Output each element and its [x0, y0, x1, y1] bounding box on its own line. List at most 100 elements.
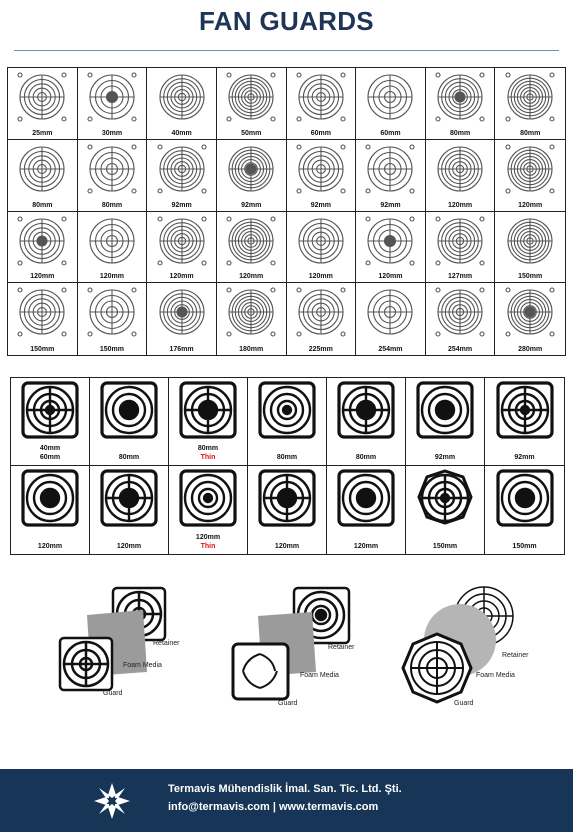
plastic-guard-cell: 120mm Thin	[169, 466, 248, 554]
company-name: Termavis Mühendislik İmal. San. Tic. Ltd…	[168, 783, 402, 795]
size-label: 40mm 60mm	[11, 444, 89, 462]
size-text: 120mm	[353, 543, 379, 550]
size-label: 80mm	[327, 453, 405, 462]
wire-guard-cell: 92mm	[216, 139, 287, 212]
label-foam-media: Foam Media	[123, 662, 162, 669]
wire-guard-cell: 120mm	[77, 211, 148, 284]
size-label: 120mm Thin	[169, 533, 247, 551]
fan-guard-wire-icon	[296, 287, 346, 337]
wire-guard-cell: 120mm	[286, 211, 357, 284]
size-text-2: 60mm	[39, 454, 61, 461]
wire-guard-cell: 25mm	[8, 68, 78, 140]
wire-guard-cell: 150mm	[8, 283, 78, 355]
fan-guard-wire-icon	[296, 72, 346, 122]
fan-guard-wire-icon	[505, 144, 555, 194]
fan-guard-wire-icon	[19, 146, 65, 192]
assembly-square-illustration	[58, 586, 167, 692]
plastic-guard-cell: 92mm	[406, 378, 485, 466]
wire-guard-cell: 150mm	[495, 212, 565, 284]
size-label: 80mm	[101, 201, 123, 209]
fan-guard-plastic-icon	[417, 469, 473, 525]
plastic-guard-cell: 40mm 60mm	[11, 378, 90, 466]
fan-guard-plastic-icon	[495, 469, 554, 527]
fan-guard-wire-icon	[157, 144, 207, 194]
wire-guard-cell: 80mm	[77, 139, 148, 212]
fan-guard-wire-icon	[505, 287, 555, 337]
fan-guard-wire-icon	[17, 287, 67, 337]
assembly-round-guard: Retainer Foam Media Guard	[398, 582, 528, 712]
thin-note: Thin	[200, 454, 216, 461]
plastic-guard-cell: 120mm	[90, 466, 169, 554]
fan-guard-plastic-icon	[337, 469, 395, 527]
size-label: 120mm	[11, 542, 89, 551]
size-text: 92mm	[514, 454, 535, 461]
plastic-guard-cell: 80mm	[327, 378, 406, 466]
size-label: 92mm	[171, 201, 192, 209]
size-label: 120mm	[30, 273, 55, 281]
size-label: 120mm	[169, 273, 194, 281]
size-text: 92mm	[434, 454, 456, 461]
fan-guard-plastic-icon	[21, 381, 79, 439]
size-label: 60mm	[310, 129, 331, 137]
fan-guard-wire-icon	[298, 217, 344, 264]
fan-guard-wire-icon	[159, 289, 205, 335]
size-label: 254mm	[378, 346, 403, 353]
wire-guard-cell: 120mm	[495, 140, 565, 212]
size-label: 80mm	[90, 453, 168, 462]
fan-guard-wire-icon	[87, 287, 137, 337]
fan-guard-wire-icon	[505, 72, 555, 122]
fan-guard-plastic-icon	[337, 381, 395, 439]
size-label: 150mm	[518, 273, 543, 281]
size-text: 80mm	[197, 445, 219, 452]
fan-guard-wire-icon	[435, 215, 485, 266]
size-label: 92mm	[380, 201, 401, 209]
size-text: 40mm	[39, 445, 61, 452]
size-label: 92mm	[485, 453, 564, 462]
plastic-guard-cell: 150mm	[485, 466, 564, 554]
size-label: 150mm	[485, 542, 564, 551]
termavis-logo-icon	[94, 783, 130, 819]
fan-guard-wire-icon	[159, 74, 205, 120]
size-label: 120mm	[90, 542, 168, 551]
contact-info[interactable]: info@termavis.com | www.termavis.com	[168, 801, 379, 813]
wire-guard-cell: 254mm	[426, 283, 496, 355]
fan-guard-wire-icon	[365, 144, 415, 194]
size-text: 80mm	[118, 454, 140, 461]
fan-guard-wire-icon	[226, 72, 276, 122]
size-label: 225mm	[308, 346, 333, 353]
plastic-guard-cell: 80mm	[90, 378, 169, 466]
fan-guard-wire-icon	[157, 215, 207, 266]
plastic-guard-cell: 120mm	[248, 466, 327, 554]
size-label: 60mm	[380, 129, 401, 137]
plastic-guard-cell: 80mm	[248, 378, 327, 466]
size-label: 150mm	[30, 346, 55, 353]
footer: Termavis Mühendislik İmal. San. Tic. Ltd…	[0, 769, 573, 832]
size-label: 25mm	[32, 129, 53, 137]
size-label: 80mm	[520, 129, 541, 137]
wire-guard-cell: 127mm	[425, 211, 496, 284]
wire-guard-cell: 120mm	[8, 211, 78, 284]
wire-guard-cell: 254mm	[356, 283, 426, 355]
size-label: 150mm	[99, 346, 124, 353]
fan-guard-wire-icon	[365, 215, 415, 266]
wire-guard-cell: 80mm	[425, 68, 496, 140]
wire-guard-cell: 120mm	[425, 139, 496, 212]
wire-guard-cell: 92mm	[147, 139, 217, 212]
size-label: 40mm	[171, 129, 192, 137]
size-label: 80mm	[32, 201, 53, 209]
wire-guard-cell: 50mm	[216, 68, 287, 140]
label-foam-media: Foam Media	[476, 672, 515, 679]
wire-guard-cell: 225mm	[287, 283, 357, 355]
wire-guard-cell: 80mm	[8, 139, 78, 212]
fan-guard-plastic-icon	[179, 381, 237, 439]
fan-guard-plastic-icon	[100, 381, 158, 439]
label-retainer: Retainer	[153, 640, 180, 647]
size-label: 180mm	[239, 346, 264, 353]
size-text: 120mm	[37, 543, 63, 550]
wire-guard-cell: 60mm	[286, 68, 357, 140]
fan-guard-wire-icon	[435, 287, 485, 337]
size-label: 127mm	[447, 273, 473, 281]
wire-guard-cell: 92mm	[356, 139, 426, 212]
size-label: 120mm	[239, 273, 264, 281]
assembly-square-guard: Retainer Foam Media Guard	[55, 580, 195, 705]
